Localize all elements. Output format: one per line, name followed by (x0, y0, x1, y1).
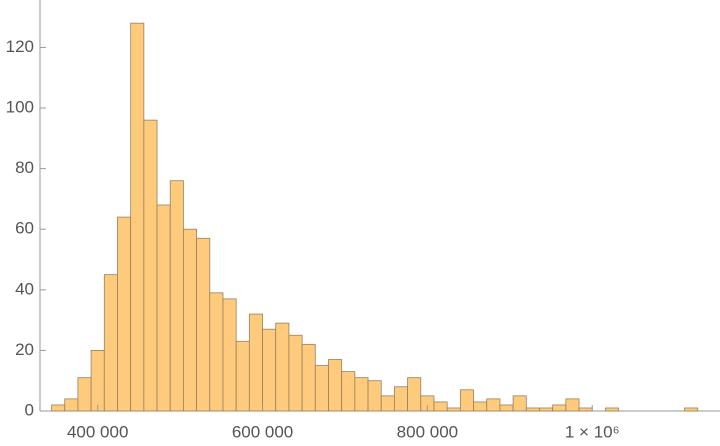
bar (156, 204, 171, 412)
bar (196, 237, 211, 412)
bar (684, 407, 699, 412)
y-tick-label: 40 (15, 279, 34, 298)
bar (341, 371, 356, 412)
bar (433, 401, 448, 412)
bar (394, 386, 409, 412)
bar (525, 407, 540, 412)
bar (209, 292, 224, 412)
bar (605, 407, 620, 412)
x-tick-label: 800 000 (397, 422, 458, 441)
bar (183, 228, 198, 412)
x-tick-label: 600 000 (232, 422, 293, 441)
bar (499, 404, 514, 412)
x-tick-label: 1 × 10⁶ (565, 422, 620, 441)
bar (77, 377, 92, 412)
bar (512, 395, 527, 412)
bar (314, 365, 329, 412)
bar (354, 377, 369, 412)
bar (565, 398, 580, 412)
bar (301, 343, 316, 412)
bar (459, 389, 474, 412)
bar (380, 395, 395, 412)
bar (130, 22, 145, 412)
y-tick-label: 20 (15, 340, 34, 359)
bar (288, 334, 303, 412)
bar (539, 407, 554, 412)
bar (328, 359, 343, 412)
bar (578, 407, 593, 412)
bar (169, 180, 184, 412)
bar (486, 398, 501, 412)
bar (51, 404, 66, 412)
y-tick-label: 0 (25, 400, 34, 419)
bar (64, 398, 79, 412)
bar (446, 407, 461, 412)
bar (552, 404, 567, 412)
y-tick-label: 60 (15, 219, 34, 238)
bar (222, 298, 237, 412)
y-tick-label: 100 (6, 97, 34, 116)
y-tick-label: 80 (15, 158, 34, 177)
y-tick-label: 120 (6, 37, 34, 56)
bar (103, 274, 118, 412)
bar (367, 380, 382, 412)
bar (248, 313, 263, 412)
bar (117, 216, 132, 412)
x-tick-label: 400 000 (67, 422, 128, 441)
bar (235, 340, 250, 412)
bar (90, 350, 105, 412)
bar (473, 401, 488, 412)
bar (262, 328, 277, 412)
bar (407, 377, 422, 412)
bar (143, 119, 158, 412)
bar (275, 322, 290, 412)
